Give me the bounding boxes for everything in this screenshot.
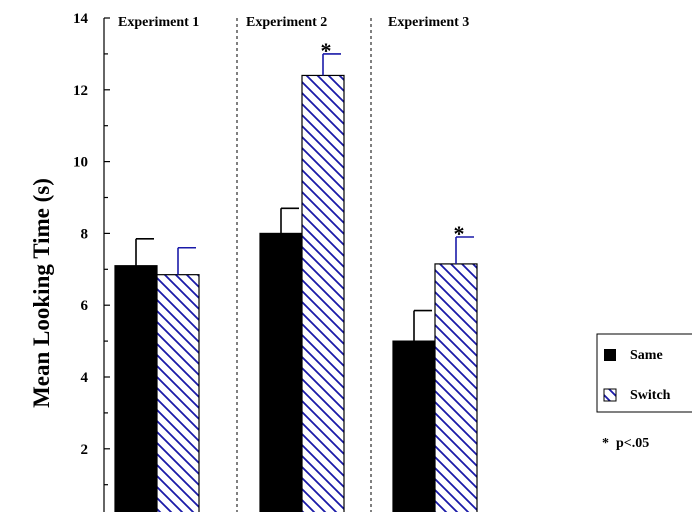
experiment-dividers — [236, 18, 372, 512]
legend-swatch-switch — [603, 388, 617, 402]
significance-star: * — [321, 38, 332, 63]
y-axis-label: Mean Looking Time (s) — [29, 178, 54, 408]
y-tick-label: 2 — [81, 442, 89, 458]
bar-same — [392, 340, 436, 512]
experiment-labels: Experiment 1 Experiment 2 Experiment 3 — [118, 15, 469, 30]
significance-markers: ** — [321, 38, 465, 246]
y-tick-label: 10 — [73, 155, 88, 171]
bar-switch — [156, 274, 200, 512]
bar-switch — [434, 263, 478, 512]
y-tick-label: 8 — [81, 226, 89, 242]
experiment-label: Experiment 1 — [118, 15, 199, 30]
legend-swatch-same — [604, 349, 616, 361]
bar-same — [259, 232, 303, 512]
y-tick-label: 6 — [81, 298, 89, 314]
significance-star: * — [454, 221, 465, 246]
y-tick-label: 4 — [81, 370, 89, 386]
significance-note: * p<.05 — [602, 436, 649, 451]
y-axis: 2 4 6 8 10 12 14 — [73, 11, 110, 512]
y-tick-label: 14 — [73, 11, 89, 27]
legend-label-same: Same — [630, 348, 663, 363]
experiment-label: Experiment 2 — [246, 15, 327, 30]
legend: Same Switch — [596, 333, 692, 413]
bar-same — [114, 265, 158, 512]
bar-switch — [301, 74, 345, 512]
experiment-label: Experiment 3 — [388, 15, 469, 30]
bars — [114, 74, 478, 512]
y-tick-label: 12 — [73, 83, 88, 99]
legend-label-switch: Switch — [630, 388, 671, 403]
error-bars — [135, 53, 474, 342]
